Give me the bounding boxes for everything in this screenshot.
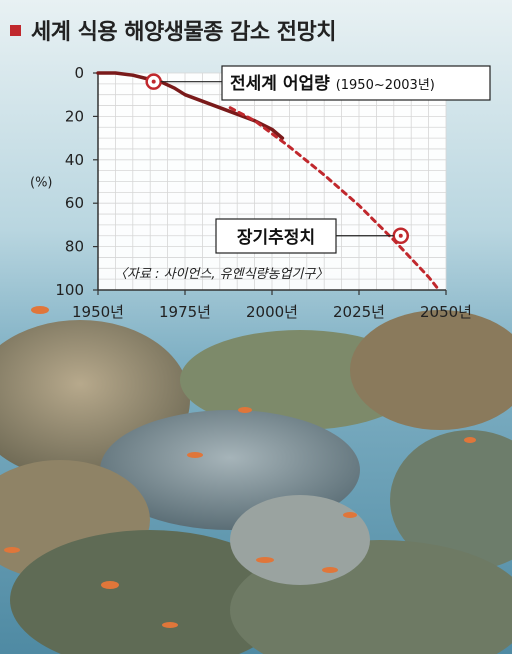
callouts: 전세계 어업량 (1950~2003년) 장기추정치: [145, 65, 491, 254]
y-tick-labels: 0 20 40 60 80 100: [55, 64, 98, 299]
series-name-label-0: 전세계 어업량 (1950~2003년): [230, 74, 435, 94]
y-axis-unit-label: (%): [30, 176, 53, 191]
y-tick-label-5: 100: [55, 281, 84, 299]
y-tick-label-2: 40: [65, 151, 84, 169]
x-tick-label-1: 1975년: [159, 303, 211, 321]
fish-decoration: [4, 306, 476, 628]
y-tick-label-4: 80: [65, 238, 84, 256]
x-tick-label-4: 2050년: [420, 303, 472, 321]
series-marker-dot-0: [151, 79, 156, 84]
callout-box-0: [221, 65, 491, 101]
page-title: 세계 식용 해양생물종 감소 전망치: [31, 20, 337, 45]
x-tick-labels: 1950년 1975년 2000년 2025년 2050년: [72, 290, 472, 321]
decline-line-chart: 0 20 40 60 80 100 1950년 1975년 2000년 2025년 2050년 (…: [30, 64, 491, 321]
series-period-label-0: (1950~2003년): [336, 78, 435, 93]
y-tick-label-3: 60: [65, 194, 84, 212]
x-tick-label-0: 1950년: [72, 303, 124, 321]
x-tick-label-3: 2025년: [333, 303, 385, 321]
series-name-label-1: 장기추정치: [237, 228, 315, 248]
x-tick-label-2: 2000년: [246, 303, 298, 321]
series-lines: [96, 71, 441, 292]
y-tick-label-1: 20: [65, 107, 84, 125]
callout-box-1: [215, 218, 337, 254]
title-row: 세계 식용 해양생물종 감소 전망치: [10, 14, 337, 46]
series-marker-dot-1: [398, 233, 403, 238]
grid-lines: [97, 72, 447, 291]
source-note: 〈자료 : 사이언스, 유엔식량농업기구〉: [114, 267, 328, 282]
coral-shapes: [0, 310, 512, 654]
series-line-0: [96, 71, 285, 140]
title-bullet: [10, 24, 21, 36]
y-tick-label-0: 0: [74, 64, 84, 82]
series-line-1: [228, 106, 441, 292]
